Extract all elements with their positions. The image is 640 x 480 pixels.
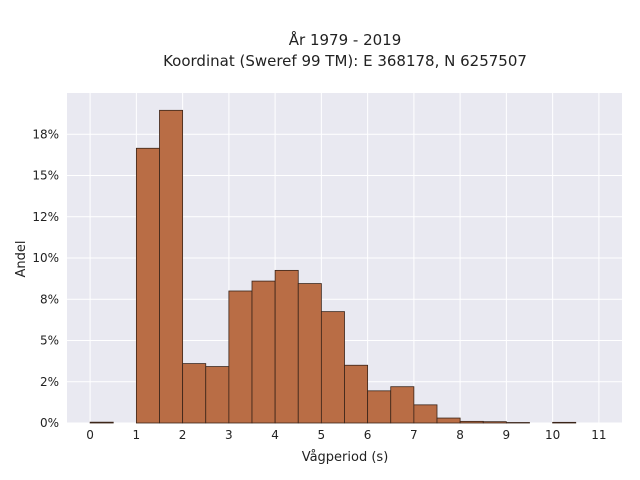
x-tick-label: 9 [503,428,511,442]
y-tick-label: 15% [32,169,59,183]
x-tick-label: 6 [364,428,372,442]
y-tick-label: 5% [40,334,59,348]
x-tick-label: 2 [179,428,187,442]
chart-title-line1: År 1979 - 2019 [289,30,402,49]
histogram-bar [482,421,507,424]
axis-ticks: 0 1 2 3 4 5 6 7 8 9 10 11 0% 2% 5% 8% 10% 12% 15% 18% [32,127,606,442]
histogram-bar [297,283,322,424]
histogram-bar [390,386,415,424]
histogram-bar [228,290,253,424]
x-tick-label: 3 [225,428,233,442]
histogram-bar [413,404,438,424]
histogram-bar [135,147,160,424]
x-tick-label: 1 [133,428,141,442]
y-tick-label: 8% [40,292,59,306]
histogram-bar [436,417,461,424]
y-tick-label: 0% [40,416,59,430]
chart-title-line2: Koordinat (Sweref 99 TM): E 368178, N 62… [163,52,527,70]
histogram-bars [89,109,577,424]
histogram-bar [159,109,184,424]
x-tick-label: 0 [86,428,94,442]
y-tick-label: 10% [32,251,59,265]
x-tick-label: 11 [591,428,606,442]
histogram-bar [344,364,369,424]
histogram-bar [459,420,484,424]
histogram-bar [205,366,230,424]
histogram-bar [320,311,345,424]
histogram-bar [367,390,392,424]
x-tick-label: 5 [318,428,326,442]
y-tick-label: 18% [32,127,59,141]
y-tick-label: 12% [32,210,59,224]
histogram-bar [182,363,207,424]
histogram-bar [274,269,299,424]
x-axis-label: Vågperiod (s) [302,450,389,465]
histogram-bar [251,280,276,424]
x-tick-label: 10 [545,428,560,442]
y-axis-label: Andel [14,241,29,278]
x-tick-label: 7 [410,428,418,442]
histogram-bar [89,421,114,424]
histogram-bar [552,421,577,424]
x-tick-label: 4 [271,428,279,442]
x-tick-label: 8 [456,428,464,442]
y-tick-label: 2% [40,375,59,389]
